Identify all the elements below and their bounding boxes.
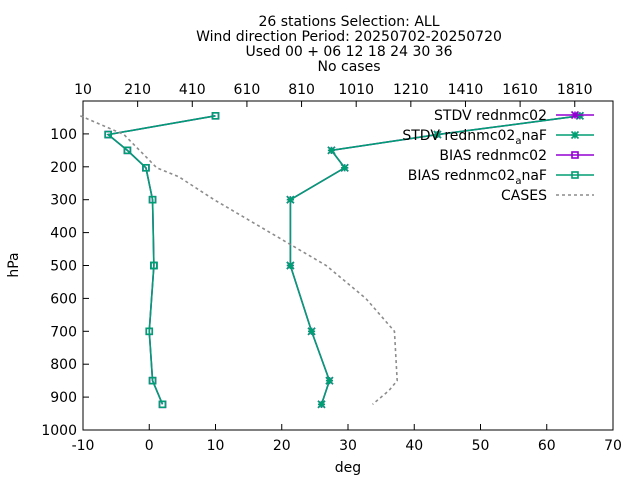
data-point [325, 376, 334, 385]
x-axis: -10 0 10 20 30 40 50 60 70 [72, 424, 622, 454]
legend-label: STDV rednmc02 [434, 108, 547, 124]
data-point [148, 195, 157, 204]
x2-tick-label: 810 [288, 82, 315, 98]
y-axis-label: hPa [6, 252, 22, 277]
legend-marker [571, 171, 579, 179]
data-point [142, 163, 150, 172]
series-3 [104, 112, 220, 409]
x2-tick-label: 1010 [338, 82, 374, 98]
y-tick-label: 800 [50, 357, 77, 373]
title-line-4: No cases [318, 59, 381, 75]
x-tick-label: 40 [405, 438, 423, 454]
data-point [211, 112, 220, 120]
x-tick-label: 20 [273, 438, 291, 454]
series-line [106, 115, 216, 405]
x-tick-label: 70 [604, 438, 622, 454]
legend-subscript: a [515, 176, 521, 187]
x-tick-label: -10 [72, 438, 95, 454]
x2-axis: 10 210 410 610 810 1010 1210 1410 1610 1810 [74, 82, 593, 107]
x2-tick-label: 1610 [502, 82, 538, 98]
y-tick-label: 1000 [41, 423, 77, 439]
title-line-3: Used 00 + 06 12 18 24 30 36 [245, 44, 452, 60]
x-tick-label: 30 [339, 438, 357, 454]
data-point [317, 400, 326, 409]
legend-marker [570, 130, 580, 140]
title-line-2: Wind direction Period: 20250702-20250720 [196, 29, 502, 45]
x-tick-label: 0 [145, 438, 154, 454]
legend-label-rest: naF [521, 168, 547, 184]
data-point [145, 327, 154, 336]
x2-tick-label: 10 [74, 82, 92, 98]
x2-tick-label: 1210 [393, 82, 429, 98]
x-axis-label: deg [335, 460, 361, 476]
x2-tick-label: 410 [179, 82, 206, 98]
data-point [340, 163, 349, 172]
data-point [286, 195, 295, 204]
y-axis: 100 200 300 400 500 600 700 800 900 1000 [41, 127, 89, 439]
legend-marker [570, 110, 580, 120]
legend-label: CASES [501, 188, 547, 204]
series-1 [286, 111, 584, 409]
x-tick-label: 10 [207, 438, 225, 454]
data-point [123, 146, 132, 155]
x-tick-label: 50 [472, 438, 490, 454]
data-point [158, 400, 167, 409]
y-tick-label: 600 [50, 291, 77, 307]
chart-title: 26 stations Selection: ALL Wind directio… [196, 14, 502, 75]
data-point [575, 111, 584, 120]
x2-tick-label: 610 [234, 82, 261, 98]
plot-series [79, 111, 584, 409]
y-tick-label: 300 [50, 193, 77, 209]
data-point [150, 261, 158, 270]
series-line [106, 115, 216, 405]
data-point [104, 130, 112, 139]
legend-label: STDV rednmc02anaF [402, 128, 547, 147]
series-4 [79, 115, 398, 405]
legend-subscript: a [515, 136, 521, 147]
legend-label-rest: naF [521, 128, 547, 144]
x2-tick-label: 1410 [448, 82, 484, 98]
y-tick-label: 400 [50, 226, 77, 242]
legend-label: BIAS rednmc02 [439, 148, 547, 164]
legend-label: BIAS rednmc02anaF [408, 168, 547, 187]
series-2 [104, 112, 220, 409]
x-tick-label: 60 [538, 438, 556, 454]
data-point [286, 261, 295, 270]
y-tick-label: 100 [50, 127, 77, 143]
series-line [79, 115, 398, 405]
x2-tick-label: 1810 [557, 82, 593, 98]
y-tick-label: 500 [50, 259, 77, 275]
title-line-1: 26 stations Selection: ALL [258, 14, 439, 30]
x2-tick-label: 210 [124, 82, 151, 98]
data-point [433, 130, 442, 139]
data-point [327, 146, 336, 155]
legend-marker [571, 151, 579, 159]
y-tick-label: 700 [50, 324, 77, 340]
y-tick-label: 900 [50, 390, 77, 406]
y-tick-label: 200 [50, 160, 77, 176]
data-point [307, 327, 316, 336]
data-point [148, 376, 157, 385]
